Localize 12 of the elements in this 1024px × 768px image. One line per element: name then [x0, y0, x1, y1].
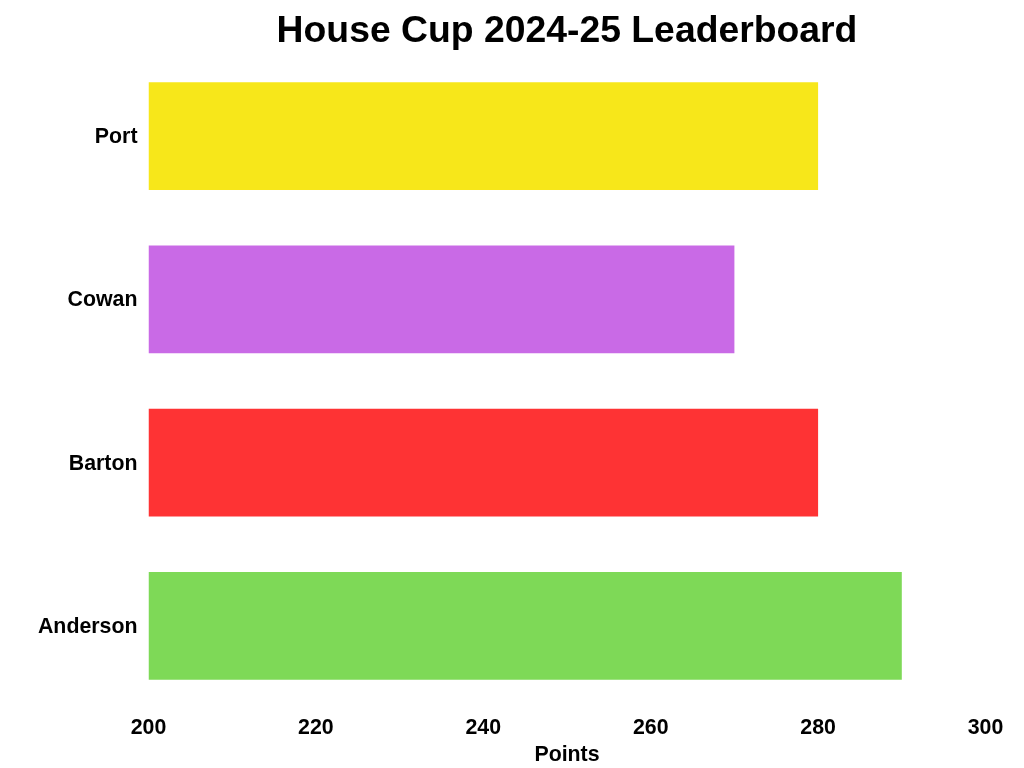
y-tick-label: Anderson [37, 613, 138, 638]
x-tick-label: 220 [298, 714, 334, 739]
x-tick-label: 240 [465, 714, 502, 739]
x-tick-label: 200 [130, 714, 167, 739]
x-tick-label: 280 [800, 714, 836, 739]
x-tick-label: 260 [632, 714, 669, 739]
chart-title: House Cup 2024-25 Leaderboard [276, 7, 858, 50]
x-axis-title: Points [534, 741, 600, 766]
x-tick-label: 300 [967, 714, 1004, 739]
y-tick-label: Cowan [67, 287, 138, 312]
y-tick-label: Port [94, 124, 138, 149]
y-tick-label: Barton [68, 450, 138, 475]
